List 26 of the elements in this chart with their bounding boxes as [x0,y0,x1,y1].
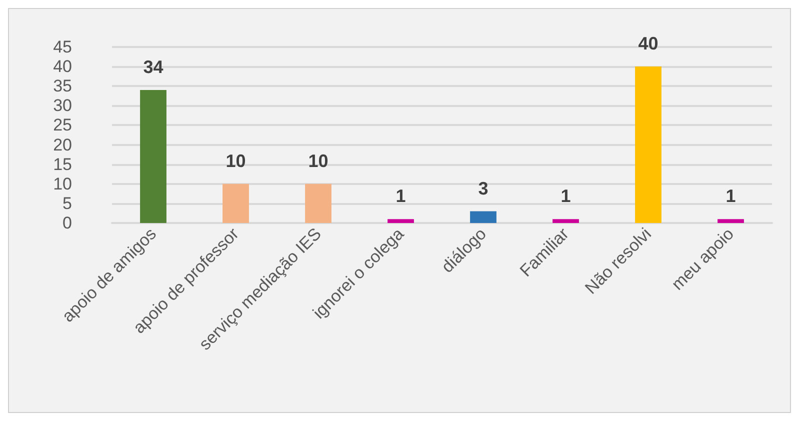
data-label: 10 [226,150,246,171]
y-tick-label: 20 [53,135,72,154]
bar [222,184,249,223]
y-tick-label: 0 [62,214,72,232]
y-tick-label: 30 [53,96,72,116]
y-tick-label: 15 [53,154,72,174]
bar [635,66,662,223]
bar [718,219,744,223]
data-label: 40 [638,34,658,54]
data-label: 34 [143,57,164,78]
y-tick-label: 40 [53,57,72,76]
bar [470,211,496,223]
data-label: 1 [726,186,736,206]
data-label: 1 [396,186,406,206]
y-tick-label: 5 [62,194,72,213]
bar [388,219,414,223]
y-tick-label: 10 [53,174,72,194]
bar [552,219,579,223]
y-tick-label: 25 [53,116,72,135]
data-label: 10 [308,150,328,171]
data-label: 1 [560,186,571,206]
bar [305,184,332,223]
y-tick-label: 35 [53,76,72,96]
data-label: 3 [478,178,488,198]
y-tick-label: 45 [53,38,72,56]
bar [140,90,166,223]
